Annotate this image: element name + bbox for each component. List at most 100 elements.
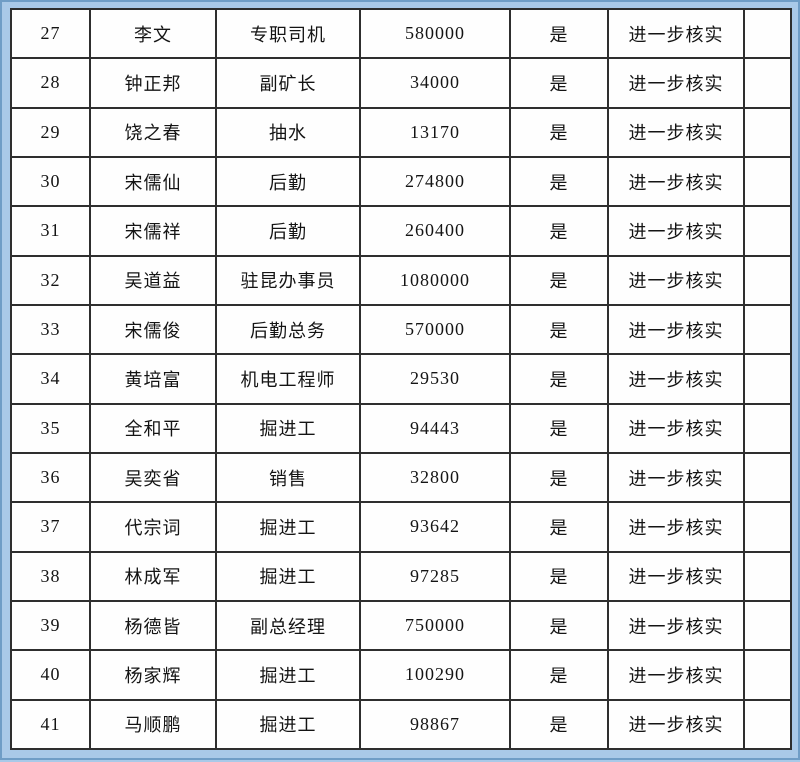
employee-name-cell: 李文 xyxy=(89,7,217,60)
job-title-cell: 抽水 xyxy=(215,106,361,158)
serial-number-cell: 33 xyxy=(10,303,91,356)
verification-status-cell: 进一步核实 xyxy=(607,106,745,158)
table-row: 39 杨德皆 副总经理 750000 是进一步核实 xyxy=(10,599,792,652)
employee-name-cell: 宋儒仙 xyxy=(89,155,217,208)
table-row: 33 宋儒俊 后勤总务 570000 是进一步核实 xyxy=(10,303,792,356)
empty-cell xyxy=(743,550,792,602)
table-row: 37 代宗词 掘进工 93642 是进一步核实 xyxy=(10,501,792,553)
employee-name-cell: 杨德皆 xyxy=(89,599,217,652)
serial-number-cell: 28 xyxy=(10,57,91,109)
confirmation-cell: 是 xyxy=(509,649,609,701)
amount-cell: 94443 xyxy=(359,402,511,454)
empty-cell xyxy=(743,649,792,701)
confirmation-cell: 是 xyxy=(509,57,609,109)
amount-cell: 13170 xyxy=(359,106,511,158)
serial-number-cell: 37 xyxy=(10,501,91,553)
verification-status-cell: 进一步核实 xyxy=(607,205,745,257)
amount-cell: 93642 xyxy=(359,501,511,553)
confirmation-cell: 是 xyxy=(509,155,609,208)
table-row: 41 马顺鹏 掘进工 98867 是进一步核实 xyxy=(10,698,792,751)
amount-cell: 29530 xyxy=(359,353,511,405)
serial-number-cell: 39 xyxy=(10,599,91,652)
empty-cell xyxy=(743,57,792,109)
verification-status-cell: 进一步核实 xyxy=(607,550,745,602)
empty-cell xyxy=(743,599,792,652)
amount-cell: 34000 xyxy=(359,57,511,109)
table-row: 28 钟正邦 副矿长 34000 是进一步核实 xyxy=(10,57,792,109)
employee-name-cell: 杨家辉 xyxy=(89,649,217,701)
empty-cell xyxy=(743,451,792,504)
serial-number-cell: 38 xyxy=(10,550,91,602)
amount-cell: 750000 xyxy=(359,599,511,652)
job-title-cell: 掘进工 xyxy=(215,649,361,701)
serial-number-cell: 30 xyxy=(10,155,91,208)
confirmation-cell: 是 xyxy=(509,106,609,158)
serial-number-cell: 40 xyxy=(10,649,91,701)
job-title-cell: 销售 xyxy=(215,451,361,504)
amount-cell: 100290 xyxy=(359,649,511,701)
job-title-cell: 掘进工 xyxy=(215,402,361,454)
employee-name-cell: 林成军 xyxy=(89,550,217,602)
employee-name-cell: 马顺鹏 xyxy=(89,698,217,751)
verification-status-cell: 进一步核实 xyxy=(607,599,745,652)
confirmation-cell: 是 xyxy=(509,550,609,602)
amount-cell: 32800 xyxy=(359,451,511,504)
confirmation-cell: 是 xyxy=(509,205,609,257)
table-body: 27 李文 专职司机 580000 是进一步核实 28 钟正邦 副矿长 34000 是进一步核实 2… xyxy=(10,7,792,751)
table-row: 40 杨家辉 掘进工 100290 是进一步核实 xyxy=(10,649,792,701)
verification-status-cell: 进一步核实 xyxy=(607,303,745,356)
confirmation-cell: 是 xyxy=(509,451,609,504)
job-title-cell: 后勤 xyxy=(215,205,361,257)
empty-cell xyxy=(743,402,792,454)
confirmation-cell: 是 xyxy=(509,599,609,652)
amount-cell: 580000 xyxy=(359,7,511,60)
empty-cell xyxy=(743,501,792,553)
employee-name-cell: 吴道益 xyxy=(89,254,217,306)
verification-status-cell: 进一步核实 xyxy=(607,451,745,504)
table-row: 36 吴奕省 销售 32800 是进一步核实 xyxy=(10,451,792,504)
job-title-cell: 机电工程师 xyxy=(215,353,361,405)
serial-number-cell: 41 xyxy=(10,698,91,751)
amount-cell: 1080000 xyxy=(359,254,511,306)
amount-cell: 98867 xyxy=(359,698,511,751)
confirmation-cell: 是 xyxy=(509,353,609,405)
serial-number-cell: 35 xyxy=(10,402,91,454)
confirmation-cell: 是 xyxy=(509,698,609,751)
employee-name-cell: 钟正邦 xyxy=(89,57,217,109)
verification-status-cell: 进一步核实 xyxy=(607,698,745,751)
table-row: 32 吴道益 驻昆办事员 1080000 是进一步核实 xyxy=(10,254,792,306)
verification-status-cell: 进一步核实 xyxy=(607,7,745,60)
table-row: 27 李文 专职司机 580000 是进一步核实 xyxy=(10,7,792,60)
empty-cell xyxy=(743,254,792,306)
employee-name-cell: 宋儒俊 xyxy=(89,303,217,356)
empty-cell xyxy=(743,698,792,751)
serial-number-cell: 36 xyxy=(10,451,91,504)
empty-cell xyxy=(743,205,792,257)
job-title-cell: 副总经理 xyxy=(215,599,361,652)
amount-cell: 274800 xyxy=(359,155,511,208)
job-title-cell: 掘进工 xyxy=(215,698,361,751)
employee-name-cell: 全和平 xyxy=(89,402,217,454)
job-title-cell: 专职司机 xyxy=(215,7,361,60)
employee-name-cell: 代宗词 xyxy=(89,501,217,553)
verification-status-cell: 进一步核实 xyxy=(607,254,745,306)
serial-number-cell: 32 xyxy=(10,254,91,306)
confirmation-cell: 是 xyxy=(509,254,609,306)
serial-number-cell: 31 xyxy=(10,205,91,257)
personnel-table: 27 李文 专职司机 580000 是进一步核实 28 钟正邦 副矿长 34000 是进一步核实 2… xyxy=(10,7,792,751)
employee-name-cell: 宋儒祥 xyxy=(89,205,217,257)
job-title-cell: 后勤 xyxy=(215,155,361,208)
empty-cell xyxy=(743,303,792,356)
verification-status-cell: 进一步核实 xyxy=(607,57,745,109)
confirmation-cell: 是 xyxy=(509,7,609,60)
amount-cell: 570000 xyxy=(359,303,511,356)
confirmation-cell: 是 xyxy=(509,501,609,553)
job-title-cell: 副矿长 xyxy=(215,57,361,109)
verification-status-cell: 进一步核实 xyxy=(607,155,745,208)
empty-cell xyxy=(743,106,792,158)
employee-name-cell: 黄培富 xyxy=(89,353,217,405)
table-row: 38 林成军 掘进工 97285 是进一步核实 xyxy=(10,550,792,602)
employee-name-cell: 饶之春 xyxy=(89,106,217,158)
verification-status-cell: 进一步核实 xyxy=(607,353,745,405)
